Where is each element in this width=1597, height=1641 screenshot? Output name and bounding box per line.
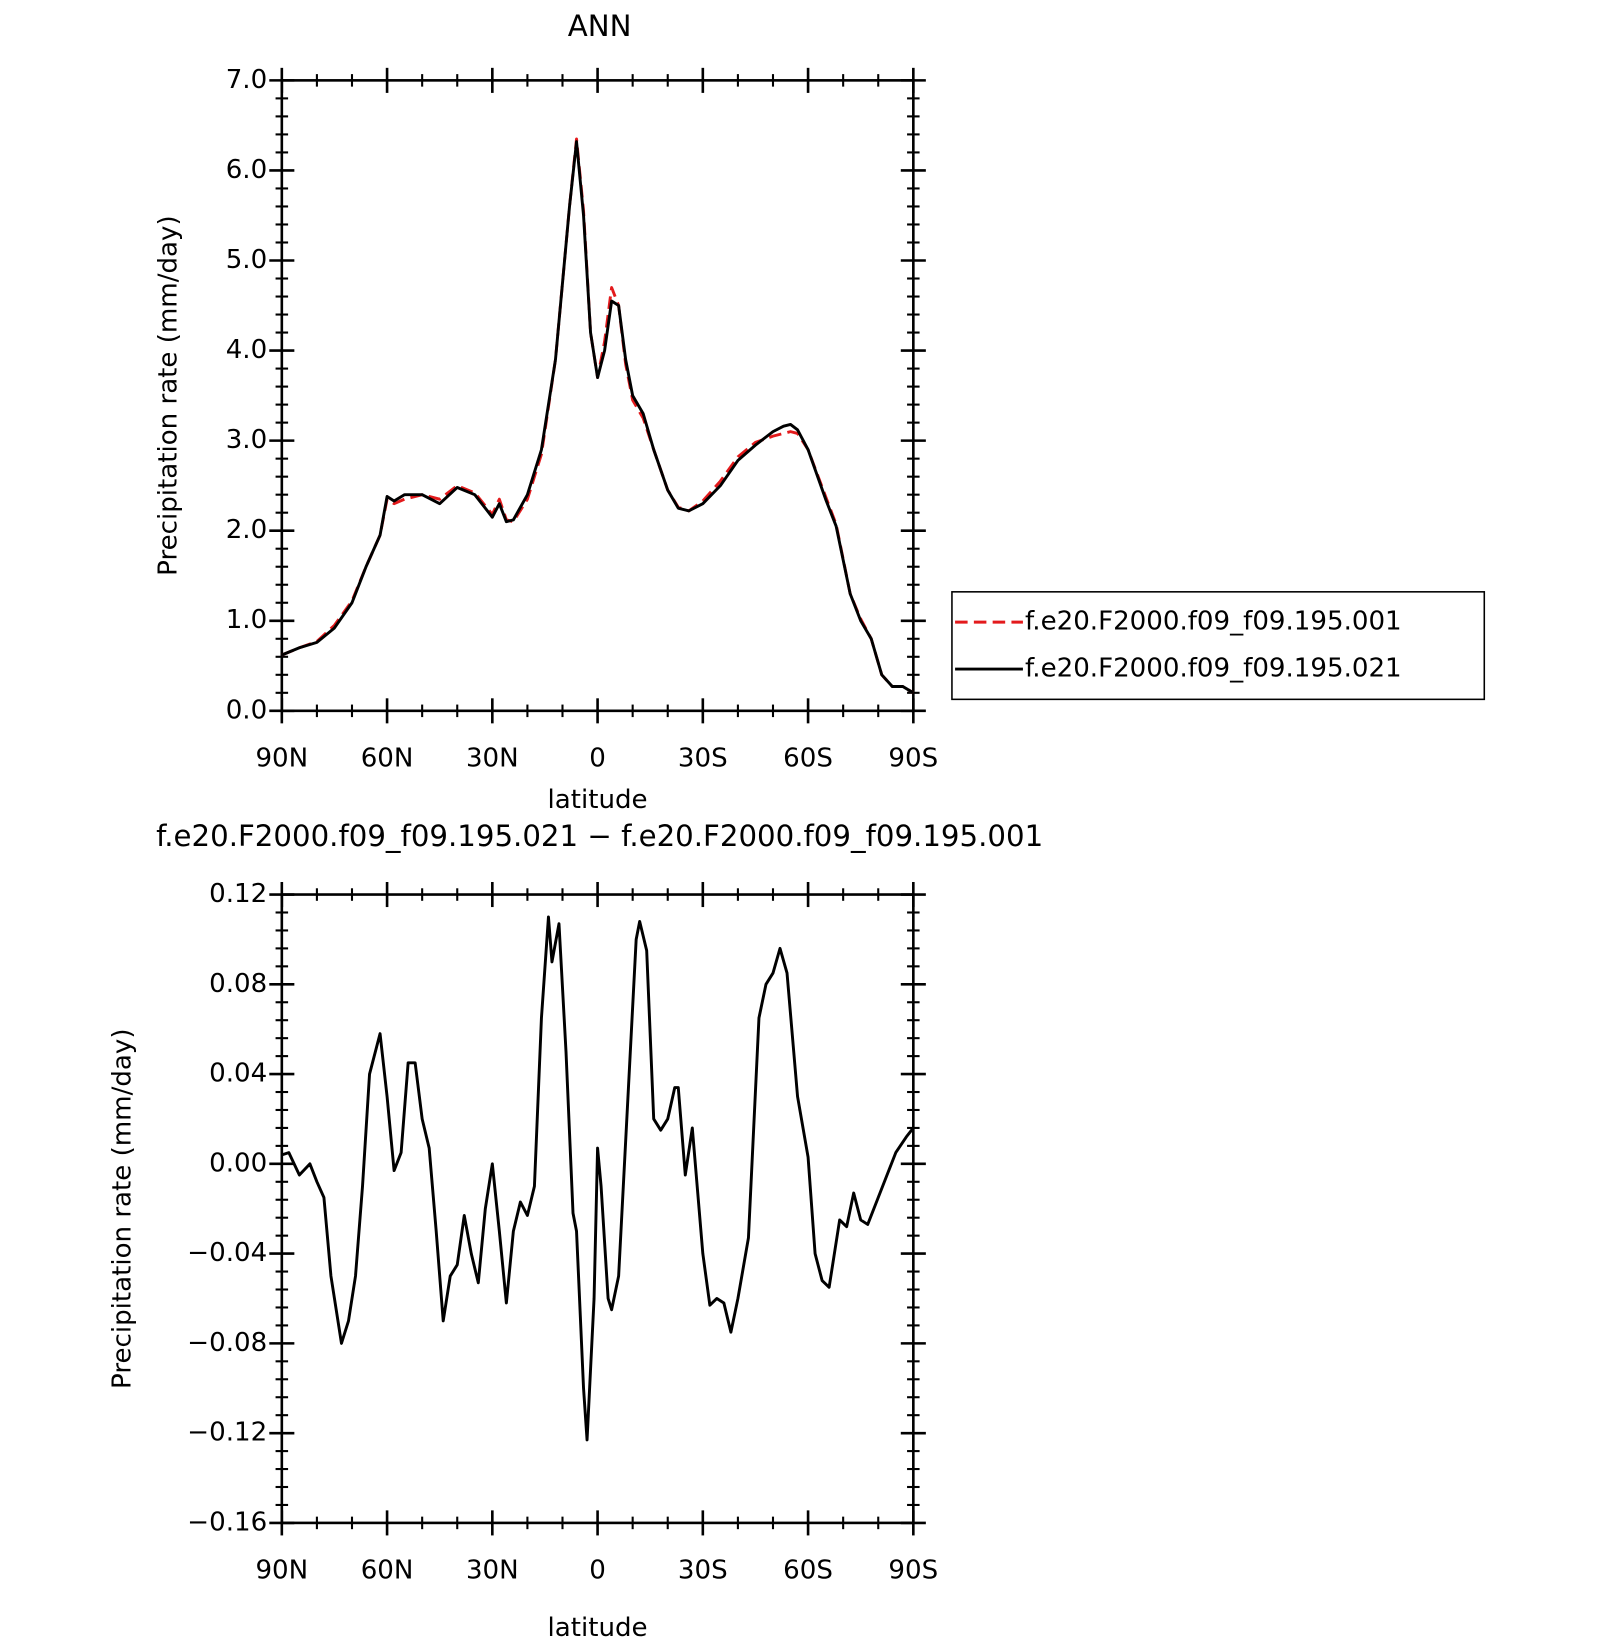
- x-tick-label: 60N: [361, 743, 414, 773]
- chart-title: f.e20.F2000.f09_f09.195.021 − f.e20.F200…: [156, 819, 1043, 853]
- plot-frame: [280, 79, 915, 713]
- chart-title: ANN: [568, 9, 632, 43]
- y-tick-label: 4.0: [226, 335, 267, 365]
- y-tick-label: −0.12: [187, 1418, 267, 1448]
- legend-label: f.e20.F2000.f09_f09.195.001: [1025, 607, 1402, 637]
- y-tick-label: 5.0: [226, 245, 267, 275]
- x-tick-label: 30S: [678, 743, 728, 773]
- x-tick-label: 0: [589, 1555, 606, 1585]
- x-tick-label: 90S: [888, 1555, 938, 1585]
- x-tick-label: 30N: [466, 743, 519, 773]
- legend-label: f.e20.F2000.f09_f09.195.021: [1025, 654, 1402, 684]
- x-tick-label: 90N: [255, 743, 308, 773]
- y-tick-label: 0.04: [209, 1059, 267, 1089]
- y-tick-label: 2.0: [226, 515, 267, 545]
- x-axis-label: latitude: [548, 785, 648, 815]
- x-tick-label: 90S: [888, 743, 938, 773]
- data-line: [281, 137, 915, 695]
- legend-box: [951, 591, 1486, 701]
- data-line: [281, 140, 915, 695]
- x-axis-label: latitude: [548, 1613, 648, 1641]
- x-tick-label: 30N: [466, 1555, 519, 1585]
- y-tick-label: −0.08: [187, 1328, 267, 1358]
- y-tick-label: −0.16: [187, 1507, 267, 1537]
- y-tick-label: 0.12: [209, 879, 267, 909]
- x-tick-label: 60S: [783, 743, 833, 773]
- y-axis-label: Precipitation rate (mm/day): [154, 215, 184, 575]
- y-tick-label: 6.0: [226, 155, 267, 185]
- x-tick-label: 60N: [361, 1555, 414, 1585]
- x-tick-label: 0: [589, 743, 606, 773]
- data-line: [281, 915, 915, 1442]
- y-tick-label: 1.0: [226, 605, 267, 635]
- x-tick-label: 60S: [783, 1555, 833, 1585]
- y-tick-label: 0.00: [209, 1148, 267, 1178]
- y-tick-label: 7.0: [226, 65, 267, 95]
- x-tick-label: 90N: [255, 1555, 308, 1585]
- y-tick-label: 0.0: [226, 695, 267, 725]
- x-tick-label: 30S: [678, 1555, 728, 1585]
- y-tick-label: 0.08: [209, 969, 267, 999]
- y-axis-label: Precipitation rate (mm/day): [108, 1028, 138, 1388]
- y-tick-label: 3.0: [226, 425, 267, 455]
- y-tick-label: −0.04: [187, 1238, 267, 1268]
- charts: ANN latitude Precipitation rate (mm/day) 0.…: [108, 9, 1486, 1641]
